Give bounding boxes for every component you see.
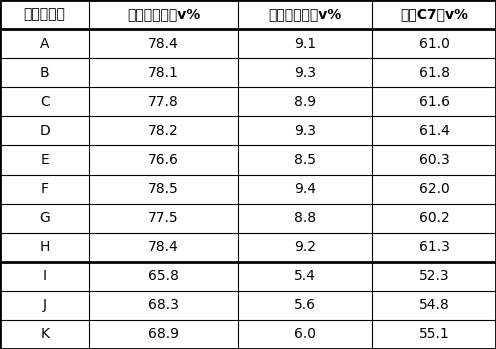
Text: 8.5: 8.5 <box>294 153 316 167</box>
Text: 61.4: 61.4 <box>419 124 449 138</box>
Text: C: C <box>40 95 50 109</box>
Text: 54.8: 54.8 <box>419 298 449 312</box>
Text: 8.9: 8.9 <box>294 95 316 109</box>
Text: 68.3: 68.3 <box>148 298 179 312</box>
Text: J: J <box>43 298 47 312</box>
Text: 5.4: 5.4 <box>294 269 316 283</box>
Text: 9.3: 9.3 <box>294 124 316 138</box>
Text: 78.1: 78.1 <box>148 66 179 80</box>
Text: G: G <box>39 211 50 225</box>
Text: 9.4: 9.4 <box>294 182 316 196</box>
Text: 78.5: 78.5 <box>148 182 179 196</box>
Text: 甲基环己烷，v%: 甲基环己烷，v% <box>268 8 342 22</box>
Text: 异构C7，v%: 异构C7，v% <box>400 8 468 22</box>
Text: 78.4: 78.4 <box>148 240 179 254</box>
Text: 65.8: 65.8 <box>148 269 179 283</box>
Text: 68.9: 68.9 <box>148 327 179 341</box>
Text: 52.3: 52.3 <box>419 269 449 283</box>
Text: 5.6: 5.6 <box>294 298 316 312</box>
Text: 77.5: 77.5 <box>148 211 179 225</box>
Text: 61.6: 61.6 <box>419 95 449 109</box>
Text: I: I <box>43 269 47 283</box>
Text: 60.2: 60.2 <box>419 211 449 225</box>
Text: 62.0: 62.0 <box>419 182 449 196</box>
Text: 55.1: 55.1 <box>419 327 449 341</box>
Text: 78.2: 78.2 <box>148 124 179 138</box>
Text: E: E <box>40 153 49 167</box>
Text: 9.2: 9.2 <box>294 240 316 254</box>
Text: 6.0: 6.0 <box>294 327 316 341</box>
Text: H: H <box>40 240 50 254</box>
Text: 甲苯转化率，v%: 甲苯转化率，v% <box>127 8 200 22</box>
Text: K: K <box>40 327 49 341</box>
Text: 61.8: 61.8 <box>419 66 449 80</box>
Text: 60.3: 60.3 <box>419 153 449 167</box>
Text: 8.8: 8.8 <box>294 211 316 225</box>
Text: 76.6: 76.6 <box>148 153 179 167</box>
Text: 61.0: 61.0 <box>419 37 449 51</box>
Text: 催化剂编号: 催化剂编号 <box>24 8 65 22</box>
Text: 61.3: 61.3 <box>419 240 449 254</box>
Text: 77.8: 77.8 <box>148 95 179 109</box>
Text: B: B <box>40 66 50 80</box>
Text: F: F <box>41 182 49 196</box>
Text: A: A <box>40 37 50 51</box>
Text: 78.4: 78.4 <box>148 37 179 51</box>
Text: D: D <box>39 124 50 138</box>
Text: 9.1: 9.1 <box>294 37 316 51</box>
Text: 9.3: 9.3 <box>294 66 316 80</box>
